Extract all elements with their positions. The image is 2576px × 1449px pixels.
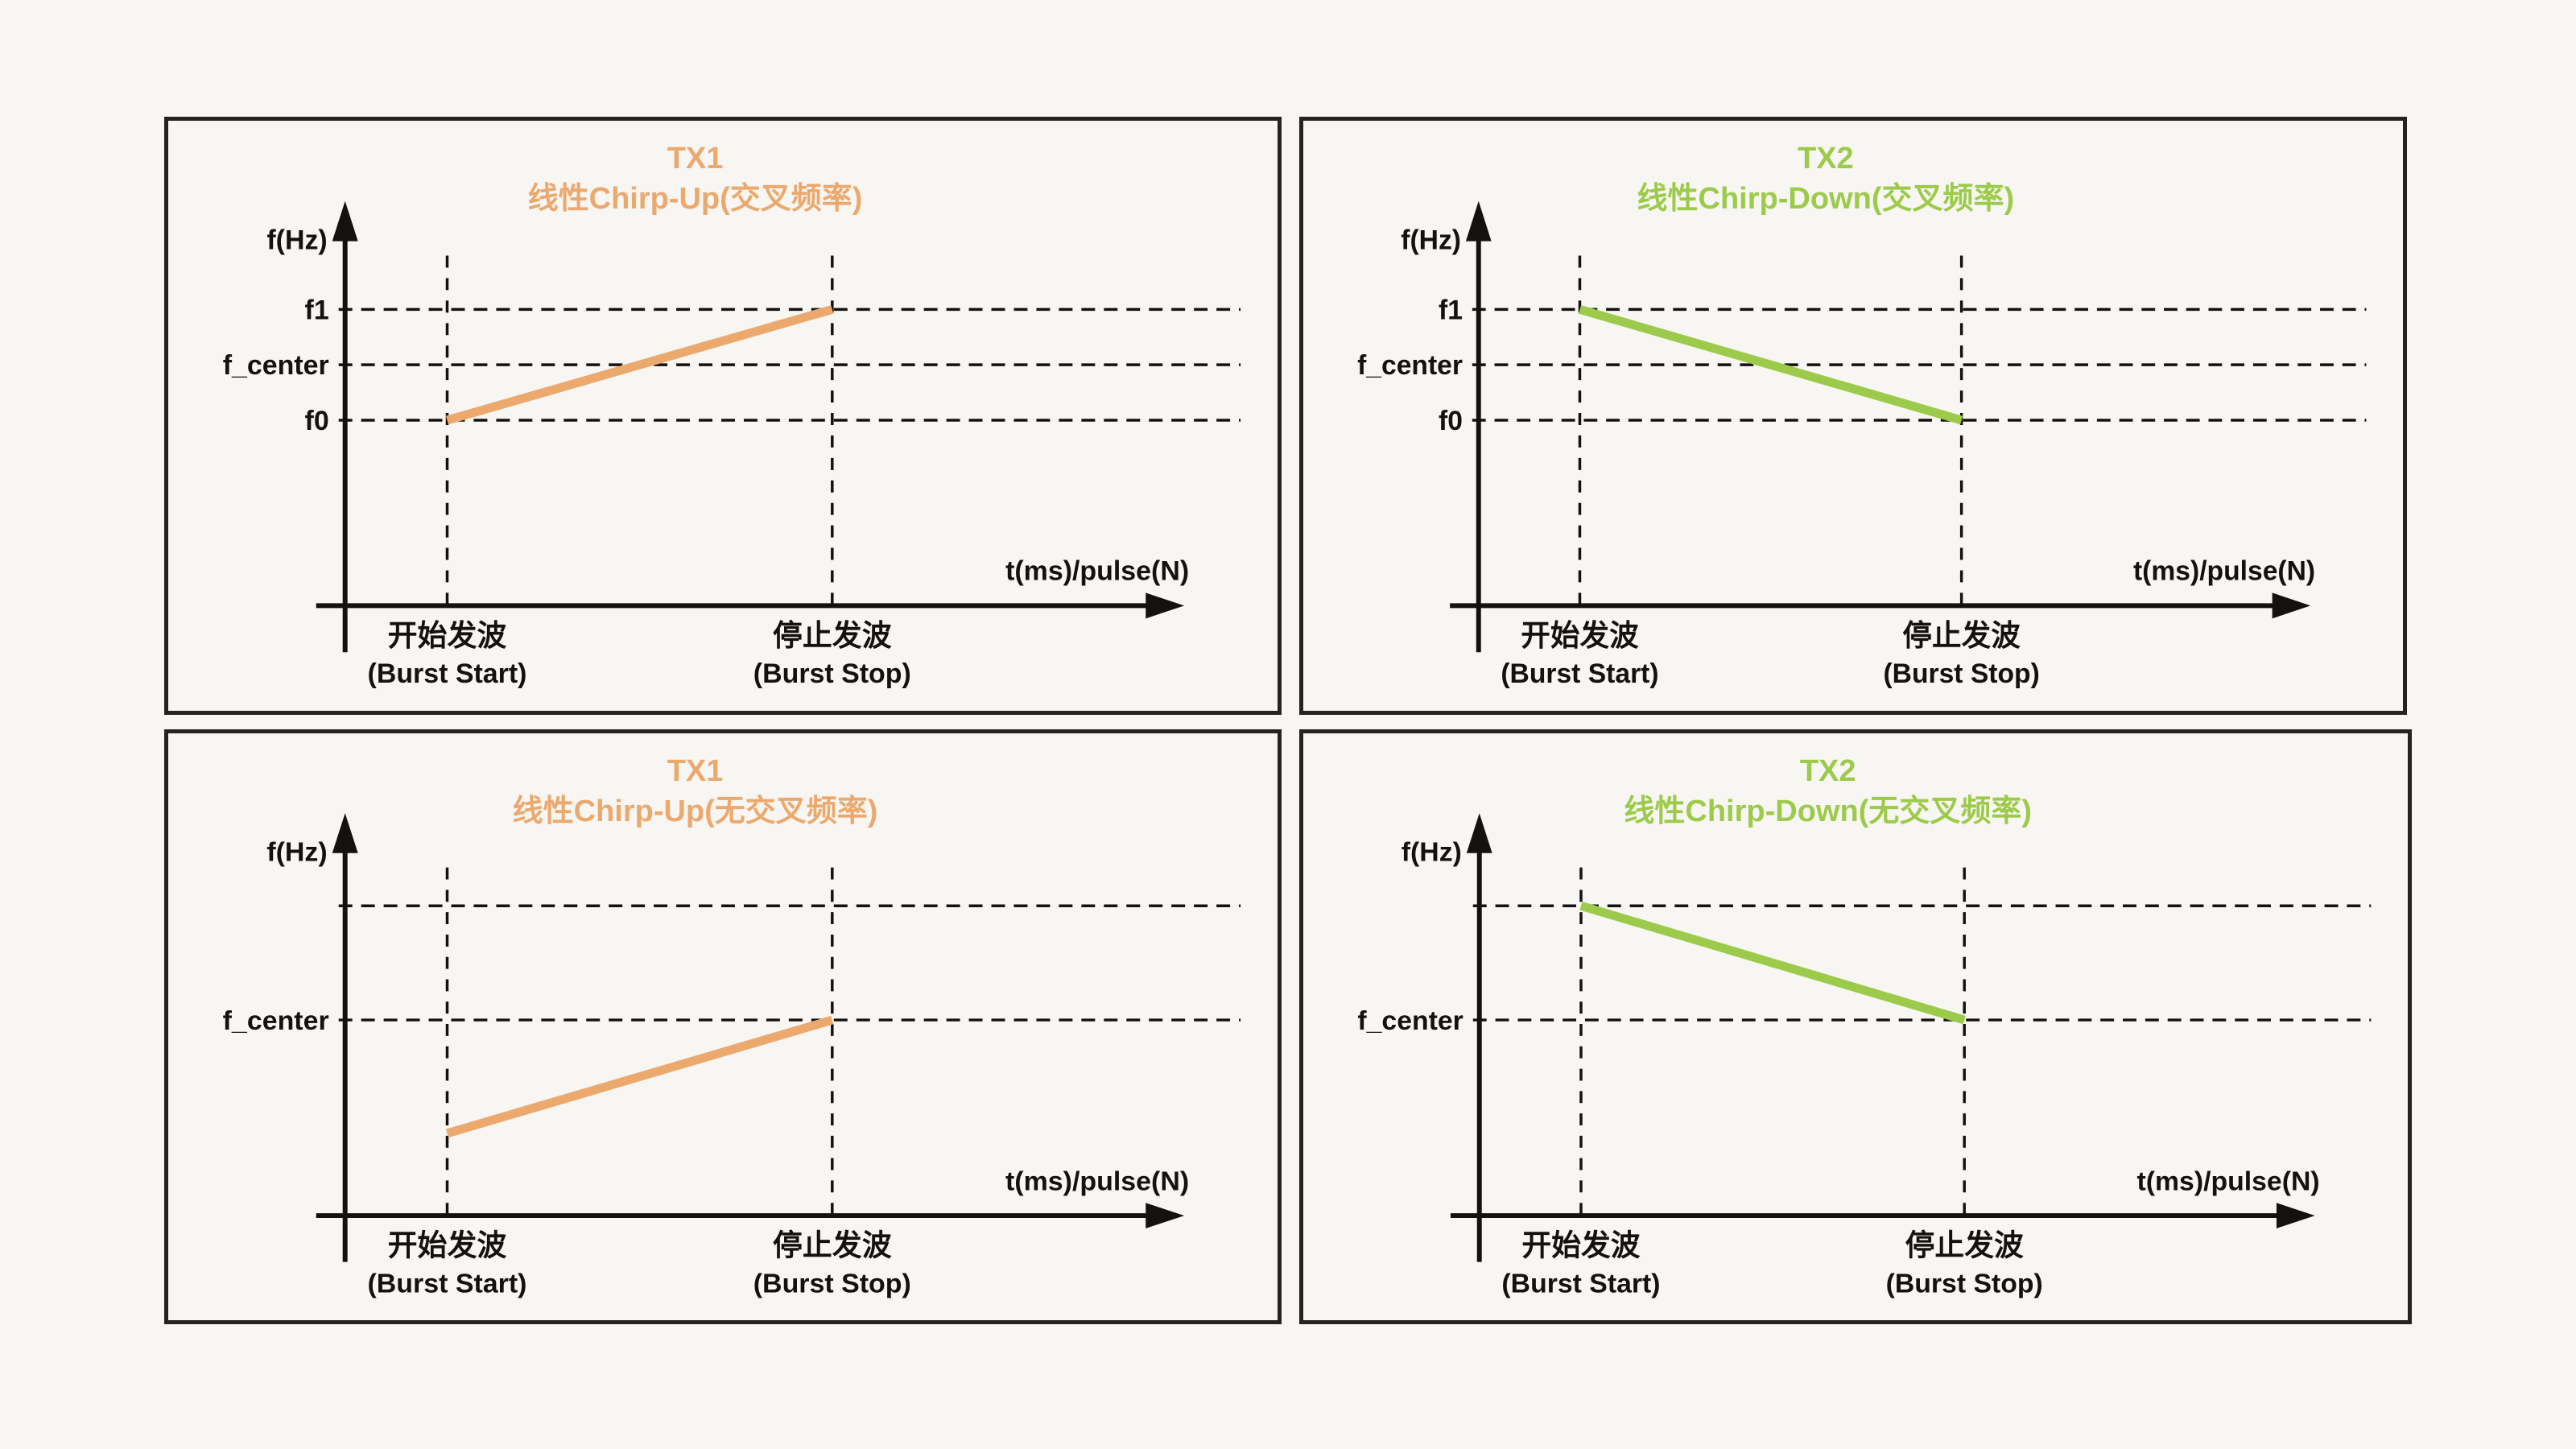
burst-start-label-en: (Burst Start) <box>368 658 527 689</box>
ytick-f-center: f_center <box>1357 350 1463 381</box>
x-axis-arrow-icon <box>2272 592 2311 619</box>
chirp-plot: f(Hz) t(ms)/pulse(N) f1 f_center f0 开始发波… <box>1357 200 2367 689</box>
y-axis-label: f(Hz) <box>266 225 327 256</box>
burst-start-label-zh: 开始发波 <box>388 619 507 652</box>
ytick-f0: f0 <box>1439 406 1463 436</box>
chirp-line <box>445 305 834 425</box>
burst-start-label-en: (Burst Start) <box>367 1268 526 1298</box>
burst-start-label-en: (Burst Start) <box>1501 658 1658 689</box>
burst-stop-label-zh: 停止发波 <box>773 619 892 652</box>
ytick-f-center: f_center <box>223 350 329 381</box>
y-axis-label: f(Hz) <box>1402 837 1462 868</box>
x-axis-label: t(ms)/pulse(N) <box>1005 555 1189 586</box>
panel-tx1-chirp-up-crossing: TX1 线性Chirp-Up(交叉频率) f(Hz) t(ms)/pulse(N… <box>164 117 1282 715</box>
chirp-plot: f(Hz) t(ms)/pulse(N) f_center 开始发波 (Burs… <box>223 813 1241 1298</box>
x-axis-label: t(ms)/pulse(N) <box>2133 555 2315 586</box>
burst-start-label-zh: 开始发波 <box>388 1229 507 1262</box>
burst-stop-label-en: (Burst Stop) <box>753 658 911 689</box>
ytick-f-center: f_center <box>1357 1005 1463 1036</box>
burst-start-label-zh: 开始发波 <box>1521 1229 1640 1262</box>
panel-tx2-chirp-down-crossing: TX2 线性Chirp-Down(交叉频率) f(Hz) t(ms)/pulse… <box>1299 117 2407 715</box>
ytick-f-center: f_center <box>223 1005 329 1036</box>
y-axis-arrow-icon <box>1466 813 1492 853</box>
y-axis-arrow-icon <box>1465 200 1492 242</box>
burst-stop-label-en: (Burst Stop) <box>753 1268 911 1298</box>
chirp-line <box>1579 902 1966 1025</box>
burst-start-label-zh: 开始发波 <box>1521 619 1639 652</box>
y-axis-arrow-icon <box>332 813 358 853</box>
burst-start-label-en: (Burst Start) <box>1501 1268 1660 1298</box>
x-axis-arrow-icon <box>1146 1203 1185 1228</box>
x-axis-arrow-icon <box>2276 1203 2315 1228</box>
chirp-plot: f(Hz) t(ms)/pulse(N) f1 f_center f0 开始发波… <box>223 200 1241 689</box>
chirp-plot: f(Hz) t(ms)/pulse(N) f_center 开始发波 (Burs… <box>1357 813 2372 1298</box>
burst-stop-label-zh: 停止发波 <box>1902 619 2021 652</box>
burst-stop-label-zh: 停止发波 <box>773 1229 892 1262</box>
y-axis-label: f(Hz) <box>1401 225 1461 255</box>
x-axis-label: t(ms)/pulse(N) <box>1005 1166 1189 1196</box>
ytick-f0: f0 <box>305 406 329 436</box>
chirp-line <box>1578 305 1963 425</box>
burst-stop-label-en: (Burst Stop) <box>1883 658 2039 689</box>
x-axis-arrow-icon <box>1146 592 1185 619</box>
ytick-f1: f1 <box>1439 295 1463 325</box>
burst-stop-label-zh: 停止发波 <box>1905 1229 2024 1262</box>
y-axis-arrow-icon <box>332 200 358 242</box>
panel-tx2-chirp-down-no-crossing: TX2 线性Chirp-Down(无交叉频率) f(Hz) t(ms)/puls… <box>1299 729 2412 1324</box>
chirp-line <box>445 1015 834 1138</box>
ytick-f1: f1 <box>305 295 329 325</box>
y-axis-label: f(Hz) <box>266 837 327 868</box>
x-axis-label: t(ms)/pulse(N) <box>2136 1166 2319 1196</box>
burst-stop-label-en: (Burst Stop) <box>1886 1268 2043 1298</box>
panel-tx1-chirp-up-no-crossing: TX1 线性Chirp-Up(无交叉频率) f(Hz) t(ms)/pulse(… <box>164 729 1282 1324</box>
